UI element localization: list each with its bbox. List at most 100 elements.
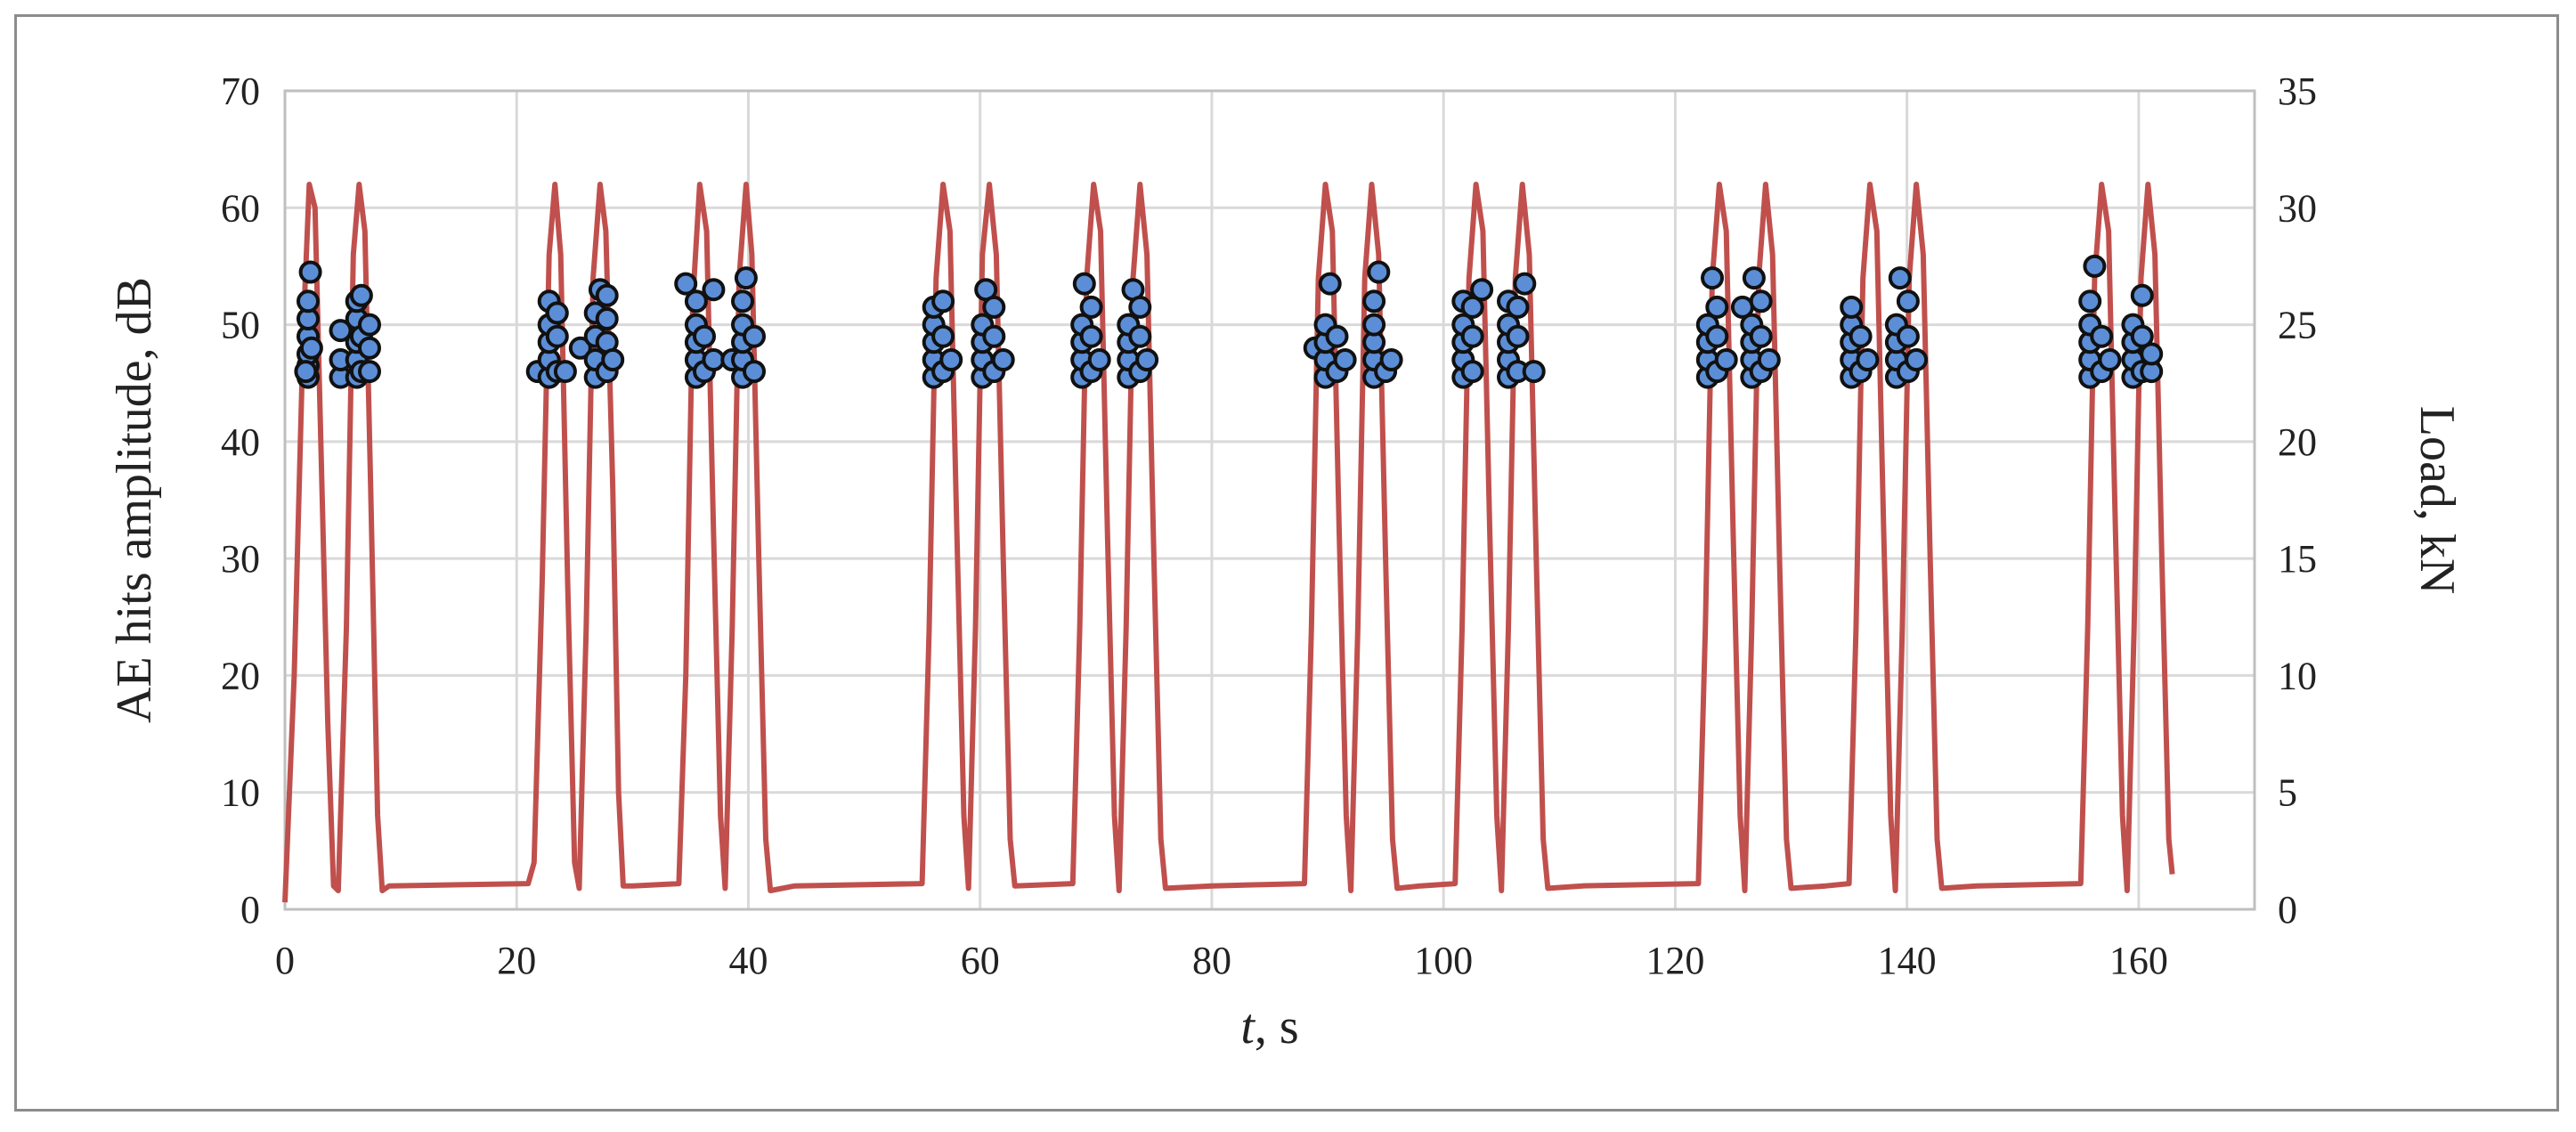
ae-hit-point (731, 289, 754, 314)
ae-hit-point (2130, 324, 2154, 348)
ae-hit-point (595, 283, 619, 307)
ae-hit-point (2083, 254, 2107, 278)
y-left-tick-label: 50 (221, 304, 260, 347)
y-right-tick-label: 20 (2278, 420, 2317, 464)
ae-hit-point (693, 324, 716, 348)
ae-hit-point (702, 278, 726, 302)
y-right-tick-labels: 0 5 10 15 20 25 30 35 (2278, 69, 2317, 932)
ae-hit-point (299, 336, 323, 360)
y-right-tick-label: 35 (2278, 69, 2317, 113)
y-left-tick-label: 10 (221, 771, 260, 815)
ae-hit-point (1714, 348, 1738, 371)
ae-hit-point (1749, 324, 1773, 348)
y-right-tick-label: 30 (2278, 186, 2317, 230)
x-tick-label: 100 (1414, 939, 1473, 982)
ae-hit-point (553, 360, 577, 384)
y-left-tick-label: 20 (221, 654, 260, 697)
ae-hit-point (297, 289, 320, 314)
x-tick-label: 120 (1646, 939, 1704, 982)
ae-hit-point (1849, 324, 1873, 348)
x-tick-label: 20 (497, 939, 536, 982)
ae-hit-point (2140, 342, 2164, 366)
ae-hit-point (939, 348, 963, 371)
x-tick-label: 40 (728, 939, 768, 982)
ae-hit-point (329, 319, 353, 343)
ae-hit-point (1742, 266, 1766, 290)
x-tick-label: 80 (1192, 939, 1231, 982)
ae-hit-point (1079, 295, 1103, 319)
ae-hit-point (674, 272, 698, 296)
y-right-tick-label: 25 (2278, 304, 2317, 347)
y-right-tick-label: 15 (2278, 537, 2317, 581)
y-right-tick-label: 10 (2278, 654, 2317, 697)
ae-hit-point (991, 348, 1015, 371)
chart-svg: 0 20 40 60 80 100 120 140 160 0 10 20 30 40 50 60 70 0 5… (107, 69, 2465, 1055)
ae-hit-point (1513, 272, 1537, 296)
ae-hit-point (1856, 348, 1880, 371)
ae-hit-point (568, 336, 592, 360)
ae-hit-point (1135, 348, 1159, 371)
ae-hits-series (294, 254, 2164, 389)
ae-hit-point (743, 360, 766, 384)
ae-hit-point (1362, 289, 1386, 314)
x-tick-label: 0 (275, 939, 295, 982)
ae-hit-point (982, 295, 1006, 319)
ae-hit-point (1888, 266, 1912, 290)
ae-hit-point (1128, 324, 1152, 348)
ae-hit-point (1905, 348, 1929, 371)
ae-hit-point (1470, 278, 1494, 302)
ae-hit-point (545, 301, 569, 325)
y-right-tick-label: 0 (2278, 888, 2297, 932)
y-left-tick-label: 40 (221, 420, 260, 464)
ae-hit-point (1367, 260, 1391, 284)
y-right-tick-label: 5 (2278, 771, 2297, 815)
ae-hit-point (1705, 324, 1729, 348)
ae-hit-point (702, 348, 726, 371)
ae-hit-point (1701, 266, 1724, 290)
ae-hit-point (2090, 324, 2114, 348)
x-axis-title: t, s (1240, 999, 1298, 1055)
ae-hit-point (545, 324, 569, 348)
ae-hit-point (1460, 324, 1484, 348)
y-left-tick-label: 0 (240, 888, 260, 932)
chart-frame: 0 20 40 60 80 100 120 140 160 0 10 20 30 40 50 60 70 0 5… (14, 14, 2559, 1112)
ae-hit-point (349, 283, 373, 307)
load-line (282, 182, 2175, 903)
ae-hit-point (1506, 295, 1530, 319)
x-tick-label: 140 (1878, 939, 1937, 982)
ae-hit-point (1460, 360, 1484, 384)
ae-hit-point (931, 289, 955, 314)
ae-hit-point (743, 324, 766, 348)
ae-hit-point (1128, 295, 1152, 319)
ae-hit-point (1896, 289, 1920, 314)
x-tick-label: 160 (2109, 939, 2168, 982)
ae-hit-point (1896, 324, 1920, 348)
ae-hit-point (595, 307, 619, 330)
y-left-tick-label: 30 (221, 537, 260, 581)
ae-hit-point (1749, 289, 1773, 314)
x-axis-title-rest: , s (1255, 999, 1299, 1055)
x-tick-label: 60 (961, 939, 1000, 982)
y-left-tick-label: 60 (221, 186, 260, 230)
ae-hit-point (601, 348, 625, 371)
ae-hit-point (1522, 360, 1546, 384)
ae-hit-point (1325, 324, 1349, 348)
ae-hit-point (298, 260, 322, 284)
ae-hit-point (358, 336, 381, 360)
y-right-axis-title: Load, kN (2409, 406, 2465, 595)
ae-hit-point (2130, 283, 2154, 307)
y-left-tick-labels: 0 10 20 30 40 50 60 70 (221, 69, 260, 932)
ae-hit-point (1079, 324, 1103, 348)
ae-hit-point (2078, 289, 2102, 314)
x-axis-title-italic: t (1240, 999, 1255, 1055)
ae-hit-point (684, 289, 708, 314)
ae-hit-point (1379, 348, 1403, 371)
ae-hit-point (1072, 272, 1096, 296)
load-series (282, 182, 2175, 903)
ae-hit-point (1362, 313, 1386, 337)
ae-hit-point (1705, 295, 1729, 319)
ae-hit-point (734, 266, 758, 290)
ae-hit-point (1757, 348, 1781, 371)
ae-hit-point (1087, 348, 1111, 371)
ae-hit-point (1840, 295, 1864, 319)
